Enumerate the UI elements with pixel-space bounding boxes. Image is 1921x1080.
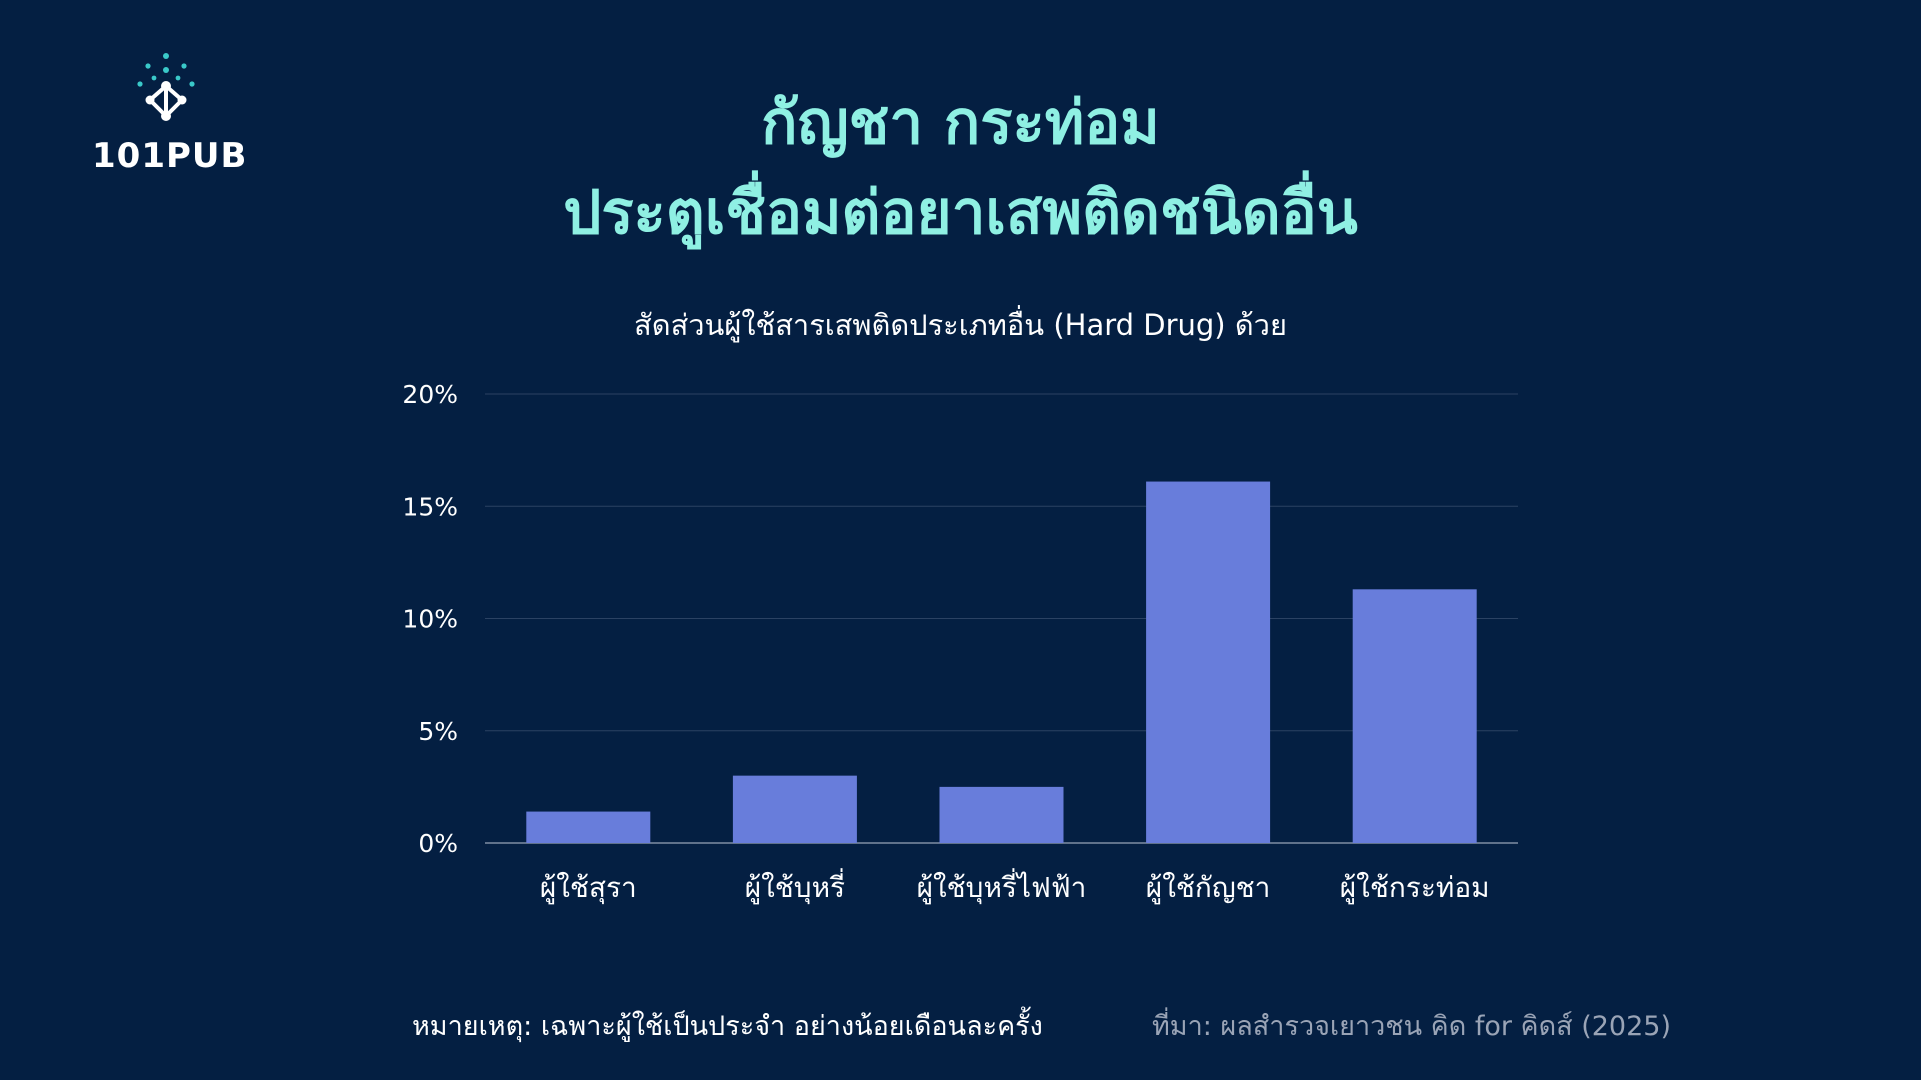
x-tick-label: ผู้ใช้กัญชา bbox=[1146, 871, 1271, 905]
bar bbox=[526, 811, 651, 843]
y-tick-label: 20% bbox=[402, 380, 458, 409]
bar bbox=[1352, 589, 1477, 843]
bar bbox=[732, 775, 857, 843]
y-tick-label: 10% bbox=[402, 605, 458, 634]
y-tick-label: 0% bbox=[418, 829, 458, 858]
x-tick-label: ผู้ใช้บุหรี่ bbox=[745, 868, 845, 905]
bar bbox=[1146, 481, 1271, 843]
x-tick-label: ผู้ใช้กระท่อม bbox=[1340, 871, 1490, 905]
footnote: หมายเหตุ: เฉพาะผู้ใช้เป็นประจำ อย่างน้อย… bbox=[412, 1011, 1043, 1042]
logo-text: 101PUB bbox=[92, 136, 248, 176]
x-tick-label: ผู้ใช้บุหรี่ไฟฟ้า bbox=[917, 868, 1087, 905]
y-tick-label: 15% bbox=[402, 492, 458, 521]
bar bbox=[939, 786, 1064, 843]
page-title-line-2: ประตูเชื่อมต่อยาเสพติดชนิดอื่น bbox=[563, 178, 1358, 248]
page-title-line-1: กัญชา กระท่อม bbox=[761, 88, 1160, 158]
y-tick-label: 5% bbox=[418, 717, 458, 746]
source-note: ที่มา: ผลสำรวจเยาวชน คิด for คิดส์ (2025… bbox=[1152, 1011, 1671, 1042]
chart-title: สัดส่วนผู้ใช้สารเสพติดประเภทอื่น (Hard D… bbox=[634, 308, 1287, 342]
x-tick-label: ผู้ใช้สุรา bbox=[540, 871, 637, 905]
network-logo-icon bbox=[137, 53, 195, 121]
logo-101pub: 101PUB bbox=[92, 48, 252, 178]
